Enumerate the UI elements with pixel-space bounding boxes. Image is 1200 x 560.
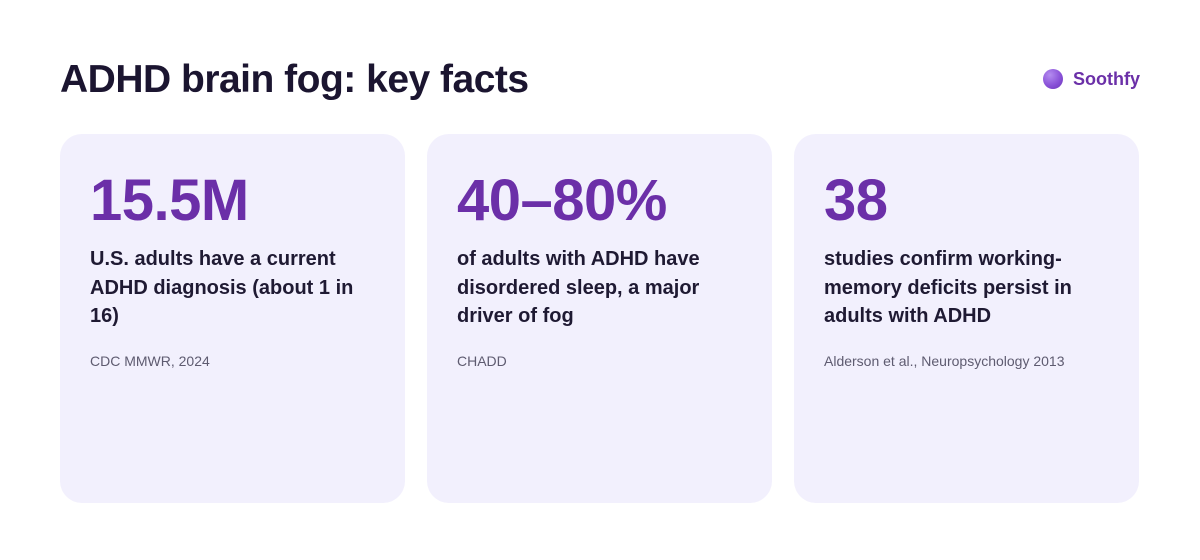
brand-name: Soothfy bbox=[1073, 69, 1140, 89]
fact-card-working-memory: 38 studies confirm working-memory defici… bbox=[794, 134, 1139, 503]
fact-description: studies confirm working-memory deficits … bbox=[824, 248, 1072, 327]
fact-source: CHADD bbox=[457, 352, 507, 369]
fact-card-adults-diagnosed: 15.5M U.S. adults have a current ADHD di… bbox=[60, 134, 405, 503]
fact-card-disordered-sleep: 40–80% of adults with ADHD have disorder… bbox=[427, 134, 772, 503]
fact-source: Alderson et al., Neuropsychology 2013 bbox=[824, 352, 1065, 369]
brand-logo-icon bbox=[1043, 69, 1063, 89]
fact-value: 40–80% bbox=[457, 168, 667, 233]
fact-description: U.S. adults have a current ADHD diagnosi… bbox=[90, 248, 354, 327]
page-title: ADHD brain fog: key facts bbox=[60, 58, 529, 101]
fact-value: 15.5M bbox=[90, 168, 249, 233]
brand: Soothfy bbox=[1043, 68, 1140, 90]
fact-source: CDC MMWR, 2024 bbox=[90, 352, 210, 369]
fact-description: of adults with ADHD have disordered slee… bbox=[457, 248, 700, 327]
fact-value: 38 bbox=[824, 168, 888, 233]
fact-cards: 15.5M U.S. adults have a current ADHD di… bbox=[60, 134, 1139, 503]
